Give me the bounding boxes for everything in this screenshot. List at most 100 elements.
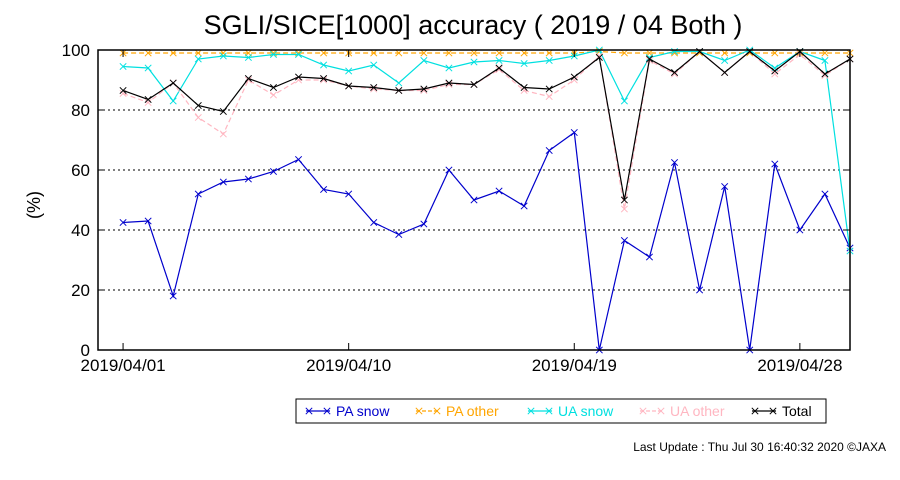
data-point-ua-other — [495, 65, 503, 74]
legend-item-total: Total — [751, 403, 812, 419]
x-tick-label: 2019/04/19 — [532, 356, 617, 375]
data-point-ua-snow — [269, 50, 278, 59]
legend-marker — [323, 407, 331, 415]
plot-frame — [97, 49, 851, 351]
y-axis-label: (%) — [24, 191, 44, 219]
data-point-pa-other — [420, 49, 428, 57]
data-point-pa-snow — [796, 226, 804, 234]
data-point-total — [771, 67, 779, 75]
data-point-ua-snow — [144, 64, 152, 72]
data-point-total — [470, 80, 478, 89]
legend-marker — [657, 407, 665, 415]
data-point-total — [269, 83, 278, 92]
data-point-pa-snow — [345, 190, 353, 198]
data-point-ua-other — [545, 92, 553, 101]
data-point-total — [721, 68, 729, 77]
data-point-total — [821, 70, 829, 78]
data-point-ua-other — [520, 86, 528, 95]
data-point-total — [570, 73, 578, 81]
data-point-pa-snow — [219, 178, 227, 186]
data-point-pa-other — [169, 49, 177, 57]
data-point-ua-snow — [119, 62, 127, 71]
data-point-ua-snow — [370, 61, 378, 69]
data-point-ua-other — [771, 70, 779, 78]
legend-label: UA snow — [558, 403, 614, 419]
data-point-pa-snow — [395, 230, 403, 239]
data-point-ua-snow — [520, 59, 528, 68]
data-point-pa-other — [670, 49, 679, 57]
x-axis: 2019/04/01 2019/04/10 2019/04/19 2019/04/28 — [81, 50, 842, 375]
data-point-ua-snow — [721, 56, 729, 65]
data-point-pa-snow — [169, 292, 177, 300]
legend-marker — [433, 407, 441, 415]
data-point-pa-snow — [771, 160, 779, 168]
data-point-pa-other — [495, 49, 503, 57]
data-point-pa-snow — [696, 286, 704, 294]
data-point-ua-snow — [345, 67, 353, 75]
data-point-total — [294, 73, 303, 81]
x-tick-label: 2019/04/28 — [757, 356, 842, 375]
data-point-ua-snow — [294, 50, 303, 59]
legend-marker — [415, 407, 423, 415]
data-point-total — [169, 79, 177, 87]
data-point-pa-other — [395, 49, 403, 57]
data-point-ua-other — [595, 52, 603, 60]
data-point-total — [545, 85, 553, 93]
legend-label: UA other — [670, 403, 725, 419]
data-point-ua-other — [194, 113, 202, 122]
data-point-pa-snow — [119, 218, 127, 227]
data-point-ua-snow — [545, 56, 553, 65]
data-point-pa-snow — [520, 202, 528, 210]
data-point-ua-snow — [194, 55, 202, 63]
legend-item-ua-other: UA other — [639, 403, 725, 419]
data-point-ua-snow — [771, 64, 779, 72]
data-point-pa-snow — [445, 166, 453, 174]
legend-item-pa-snow: PA snow — [305, 403, 390, 419]
legend-box — [295, 398, 827, 424]
series-line-pa-other — [123, 50, 850, 54]
data-point-pa-other — [320, 49, 328, 57]
data-point-total — [219, 107, 227, 116]
data-point-pa-snow — [420, 220, 428, 228]
data-point-total — [395, 86, 403, 95]
y-tick-label: 0 — [81, 341, 90, 360]
data-point-total — [144, 95, 152, 104]
series-ua-snow — [119, 46, 854, 255]
data-point-ua-snow — [320, 61, 328, 69]
data-point-pa-snow — [670, 158, 679, 167]
data-point-total — [119, 86, 127, 95]
chart-title: SGLI/SICE[1000] accuracy ( 2019 / 04 Bot… — [204, 10, 743, 40]
y-tick-label: 40 — [71, 221, 90, 240]
data-point-total — [495, 64, 503, 72]
data-point-total — [244, 74, 252, 83]
data-point-ua-snow — [821, 56, 829, 65]
data-point-pa-other — [696, 49, 704, 57]
data-point-pa-other — [445, 49, 453, 57]
data-point-total — [520, 83, 528, 92]
data-point-ua-snow — [495, 56, 503, 65]
series-line-total — [122, 50, 851, 201]
y-tick-label: 20 — [71, 281, 90, 300]
series-layer — [119, 46, 854, 354]
data-point-pa-snow — [821, 190, 829, 198]
data-point-pa-other — [520, 49, 528, 57]
legend-marker — [639, 407, 647, 415]
data-point-ua-snow — [420, 56, 428, 65]
data-point-pa-snow — [294, 155, 303, 164]
y-tick-label: 60 — [71, 161, 90, 180]
data-point-pa-snow — [194, 190, 202, 198]
y-tick-label: 80 — [71, 101, 90, 120]
x-tick-label: 2019/04/01 — [81, 356, 166, 375]
data-point-ua-other — [144, 98, 152, 107]
data-point-pa-other — [620, 49, 628, 57]
data-point-pa-snow — [495, 187, 503, 195]
data-point-pa-snow — [470, 196, 478, 204]
data-point-pa-snow — [244, 175, 252, 183]
series-ua-other — [119, 47, 854, 213]
data-point-total — [420, 85, 428, 93]
data-point-pa-snow — [269, 167, 278, 176]
data-point-total — [194, 101, 202, 110]
last-update-text: Last Update : Thu Jul 30 16:40:32 2020 ©… — [633, 440, 886, 454]
data-point-ua-snow — [445, 64, 453, 72]
